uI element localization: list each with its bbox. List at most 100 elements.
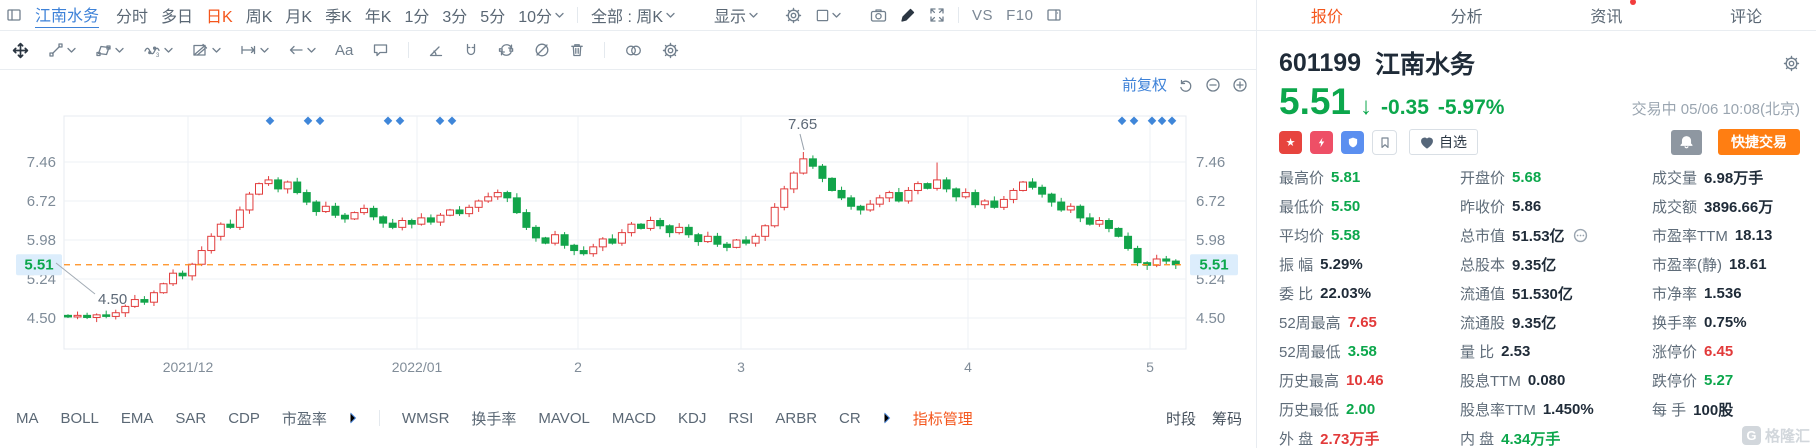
chevron-down-icon — [307, 47, 316, 54]
candle-body — [608, 238, 617, 244]
svg-text:3: 3 — [156, 53, 160, 58]
drawing-settings[interactable] — [662, 42, 679, 59]
period-tab-日K[interactable]: 日K — [206, 9, 233, 26]
compare-vs-button[interactable]: VS — [972, 6, 994, 24]
candle-body — [780, 188, 789, 208]
candle-body — [923, 183, 932, 189]
compare-overlay-tool[interactable] — [624, 43, 643, 58]
display-menu[interactable]: 显示 — [714, 3, 758, 27]
delete-drawings-tool[interactable] — [569, 42, 585, 58]
text-tool[interactable]: Aa — [335, 41, 354, 59]
period-tab-季K[interactable]: 季K — [325, 9, 352, 26]
period-tab-5分[interactable]: 5分 — [480, 9, 506, 26]
stat-跌停价: 跌停价 5.27 — [1652, 371, 1734, 390]
stat-昨收价: 昨收价 5.86 — [1460, 197, 1542, 216]
candle-body — [407, 220, 416, 225]
period-tab-年K[interactable]: 年K — [364, 9, 392, 26]
panel-settings-icon[interactable] — [1783, 55, 1800, 72]
period-tab-3分[interactable]: 3分 — [442, 9, 468, 26]
down-arrow-icon: ↓ — [1360, 93, 1373, 120]
wave-tool[interactable]: 3 — [143, 42, 173, 58]
indicator-ARBR[interactable]: ARBR — [775, 409, 818, 427]
indicator-WMSR[interactable]: WMSR — [401, 409, 450, 427]
arrow-tool[interactable] — [288, 43, 316, 57]
pattern-tool[interactable] — [192, 42, 221, 58]
indicator-SAR[interactable]: SAR — [175, 409, 207, 427]
stat-最低价: 最低价 5.50 — [1279, 197, 1361, 216]
indicator-MACD[interactable]: MACD — [611, 409, 656, 427]
candle-body — [751, 235, 760, 244]
fullscreen-icon[interactable] — [929, 7, 945, 23]
candle-body — [216, 223, 225, 237]
candle-body — [92, 314, 101, 318]
candle-body — [990, 200, 999, 208]
period-tab-多日[interactable]: 多日 — [161, 9, 194, 26]
indicator-CR[interactable]: CR — [839, 409, 861, 427]
candle-body — [837, 189, 846, 199]
period-tab-1分[interactable]: 1分 — [404, 9, 430, 26]
move-tool[interactable] — [12, 42, 29, 59]
quick-trade-button[interactable]: 快捷交易 — [1718, 129, 1800, 156]
candle-body — [1124, 235, 1133, 249]
range-selector[interactable]: 全部 : 周K — [591, 3, 675, 27]
draw-mode-pencil-icon[interactable] — [900, 7, 916, 23]
bookmark-badge[interactable] — [1372, 129, 1397, 155]
signal-diamond-icon — [435, 116, 445, 126]
period-tab-月K[interactable]: 月K — [285, 9, 313, 26]
y-axis-label-left: 5.98 — [27, 232, 56, 249]
indicator-CDP[interactable]: CDP — [228, 409, 260, 427]
zoom-in-icon[interactable] — [1232, 77, 1248, 93]
shape-tool[interactable] — [95, 42, 124, 58]
screenshot-camera-icon[interactable] — [870, 7, 887, 23]
chart-mode-时段[interactable]: 时段 — [1165, 410, 1196, 428]
f10-info-button[interactable]: F10 — [1006, 6, 1034, 24]
undo-icon[interactable] — [1178, 77, 1194, 93]
y-axis-label-right: 5.98 — [1196, 232, 1225, 249]
indicator-换手率[interactable]: 换手率 — [471, 410, 517, 428]
indicator-BOLL[interactable]: BOLL — [60, 409, 99, 427]
indicator-MA[interactable]: MA — [16, 409, 39, 427]
x-axis-label: 4 — [964, 359, 972, 375]
indicator-RSI[interactable]: RSI — [728, 409, 754, 427]
more-info-icon[interactable] — [1572, 227, 1589, 244]
period-tab-10分[interactable]: 10分 — [518, 3, 564, 27]
alert-bell-button[interactable] — [1671, 129, 1702, 155]
period-tab-周K[interactable]: 周K — [245, 9, 273, 26]
auto-refresh-tool[interactable] — [498, 42, 515, 58]
angle-tool[interactable] — [428, 43, 444, 58]
candlestick-chart[interactable]: 7.46 7.466.72 6.725.98 5.985.24 5.244.50 4.50… — [0, 0, 1256, 448]
zoom-out-icon[interactable] — [1205, 77, 1221, 93]
candle-body — [111, 312, 120, 317]
indicator-manager-button[interactable]: 指标管理 — [912, 410, 973, 428]
toggle-right-panel-icon[interactable] — [1046, 7, 1062, 23]
current-stock-tab[interactable]: 江南水务 — [35, 2, 100, 28]
indicator-市盈率[interactable]: 市盈率 — [281, 410, 327, 428]
chart-mode-筹码[interactable]: 筹码 — [1211, 410, 1242, 428]
trendline-tool[interactable] — [48, 42, 76, 58]
layout-selector[interactable] — [815, 8, 841, 23]
hide-drawings-tool[interactable] — [534, 42, 550, 58]
candle-body — [73, 314, 82, 318]
panel-tab-分析[interactable]: 分析 — [1450, 9, 1483, 26]
sub-indicator-more-arrow[interactable] — [883, 412, 891, 424]
chart-settings-icon[interactable] — [785, 7, 802, 24]
indicator-KDJ[interactable]: KDJ — [678, 409, 707, 427]
indicator-more-arrow[interactable] — [349, 412, 357, 424]
magnet-tool[interactable] — [463, 42, 479, 58]
indicator-EMA[interactable]: EMA — [120, 409, 154, 427]
panel-tab-报价[interactable]: 报价 — [1310, 9, 1343, 26]
shield-badge[interactable] — [1341, 130, 1364, 154]
measure-tool[interactable] — [240, 42, 269, 58]
cn-market-badge[interactable]: ★ — [1279, 130, 1302, 154]
candle-body — [1047, 193, 1056, 203]
collapse-sidebar-icon[interactable] — [6, 7, 22, 23]
candle-body — [130, 299, 139, 307]
add-watchlist-button[interactable]: 自选 — [1409, 129, 1478, 156]
lightning-badge[interactable] — [1310, 130, 1333, 154]
panel-tab-评论[interactable]: 评论 — [1730, 9, 1763, 26]
indicator-MAVOL[interactable]: MAVOL — [538, 409, 590, 427]
panel-tab-资讯[interactable]: 资讯 — [1584, 0, 1637, 27]
adjust-mode-label[interactable]: 前复权 — [1121, 77, 1167, 94]
comment-tool[interactable] — [372, 42, 389, 58]
period-tab-分时[interactable]: 分时 — [116, 9, 149, 26]
